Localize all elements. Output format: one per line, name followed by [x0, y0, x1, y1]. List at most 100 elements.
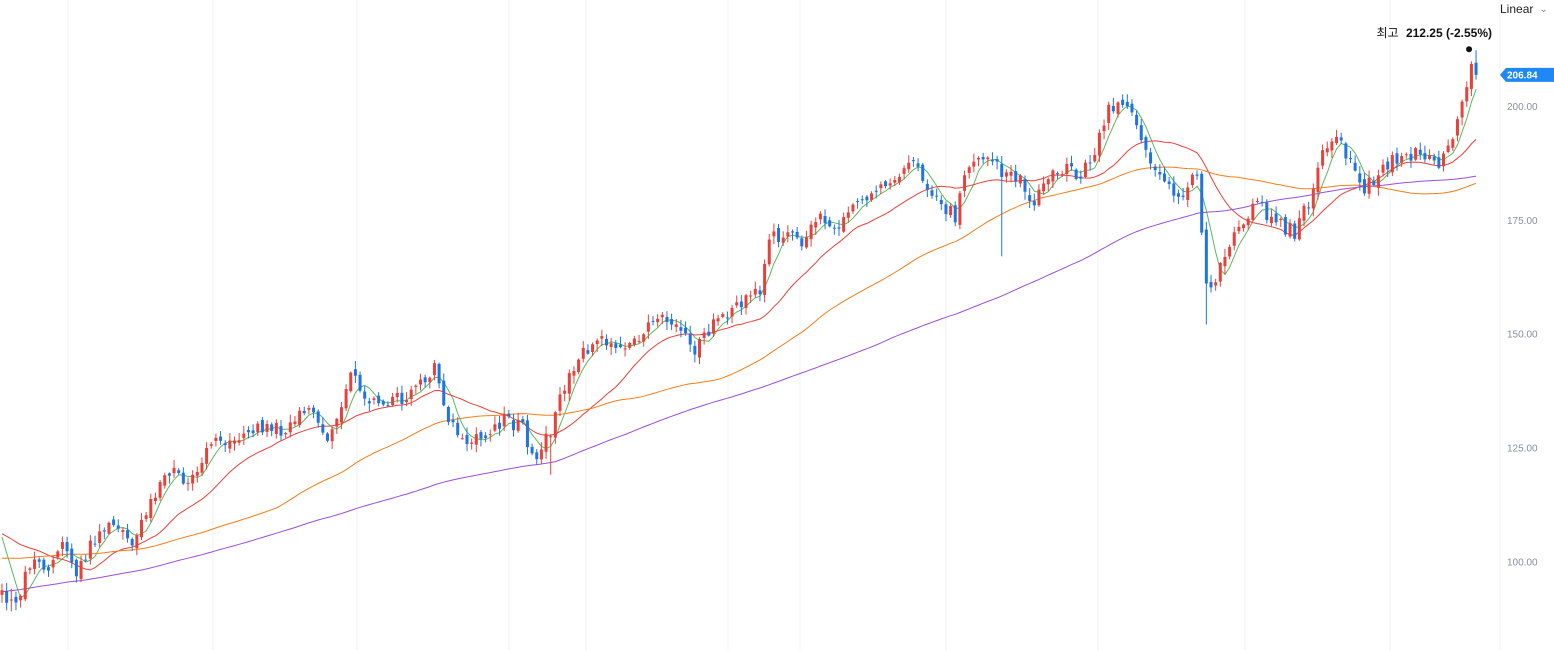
- candle[interactable]: [498, 416, 502, 436]
- candle[interactable]: [135, 533, 139, 556]
- candle[interactable]: [79, 555, 83, 583]
- candle[interactable]: [274, 419, 278, 439]
- candle[interactable]: [1335, 129, 1339, 145]
- candle[interactable]: [563, 384, 567, 402]
- candle[interactable]: [65, 536, 69, 558]
- candle[interactable]: [1460, 99, 1464, 126]
- candle[interactable]: [1474, 50, 1478, 80]
- candle[interactable]: [623, 342, 627, 357]
- candle[interactable]: [539, 442, 543, 464]
- candle[interactable]: [1014, 164, 1018, 188]
- candle[interactable]: [684, 321, 688, 336]
- candle[interactable]: [172, 459, 176, 478]
- candle[interactable]: [372, 396, 376, 405]
- candle[interactable]: [1042, 176, 1046, 195]
- candle[interactable]: [865, 195, 869, 207]
- candle[interactable]: [1325, 141, 1329, 157]
- candle[interactable]: [339, 401, 343, 430]
- candle[interactable]: [1056, 171, 1060, 180]
- candle[interactable]: [1353, 155, 1357, 172]
- candle[interactable]: [897, 173, 901, 185]
- candle[interactable]: [419, 373, 422, 391]
- candle[interactable]: [121, 527, 125, 540]
- candle[interactable]: [1423, 145, 1427, 163]
- candle[interactable]: [1269, 209, 1273, 227]
- candle[interactable]: [1158, 164, 1162, 180]
- candle[interactable]: [1181, 187, 1185, 201]
- candle[interactable]: [223, 440, 227, 452]
- candle[interactable]: [307, 405, 311, 415]
- candle[interactable]: [470, 438, 474, 450]
- candle[interactable]: [530, 443, 534, 456]
- candle[interactable]: [1367, 170, 1371, 199]
- candle[interactable]: [986, 156, 990, 167]
- candle[interactable]: [205, 442, 209, 470]
- candle[interactable]: [1218, 261, 1222, 287]
- candle[interactable]: [558, 387, 562, 416]
- candle[interactable]: [1088, 154, 1092, 171]
- candle[interactable]: [442, 373, 446, 407]
- candle[interactable]: [972, 153, 976, 173]
- candle[interactable]: [707, 323, 711, 337]
- candle[interactable]: [391, 392, 395, 407]
- candle[interactable]: [33, 551, 37, 575]
- candle[interactable]: [1288, 219, 1292, 239]
- candle[interactable]: [549, 434, 553, 475]
- candle[interactable]: [702, 327, 706, 345]
- candle[interactable]: [1409, 146, 1413, 168]
- candle[interactable]: [1446, 139, 1450, 154]
- candle[interactable]: [1390, 151, 1394, 177]
- candle[interactable]: [581, 341, 585, 363]
- candle[interactable]: [935, 188, 939, 201]
- candle[interactable]: [423, 374, 427, 388]
- candle[interactable]: [1004, 169, 1008, 183]
- candle[interactable]: [414, 384, 418, 394]
- candle[interactable]: [1432, 153, 1436, 165]
- candle[interactable]: [1028, 188, 1032, 209]
- candle[interactable]: [386, 401, 390, 408]
- candle[interactable]: [1046, 177, 1050, 192]
- candle[interactable]: [288, 414, 292, 438]
- candle[interactable]: [818, 211, 822, 225]
- candle[interactable]: [158, 479, 162, 501]
- candle[interactable]: [316, 409, 320, 428]
- candle[interactable]: [23, 565, 27, 602]
- candle[interactable]: [98, 524, 102, 548]
- candle[interactable]: [828, 216, 832, 228]
- candle[interactable]: [1139, 119, 1143, 144]
- candle[interactable]: [465, 427, 469, 452]
- candle[interactable]: [1051, 168, 1055, 189]
- candle[interactable]: [493, 416, 497, 433]
- candle[interactable]: [786, 225, 790, 243]
- candle[interactable]: [791, 229, 794, 241]
- candle[interactable]: [74, 558, 78, 583]
- candle[interactable]: [144, 511, 148, 522]
- candle[interactable]: [879, 181, 883, 195]
- candle[interactable]: [70, 543, 74, 569]
- candle[interactable]: [1381, 159, 1385, 177]
- candle[interactable]: [721, 312, 725, 319]
- candle[interactable]: [814, 217, 818, 235]
- candle[interactable]: [246, 426, 250, 439]
- candle[interactable]: [772, 223, 776, 245]
- candle[interactable]: [907, 155, 911, 173]
- candle[interactable]: [837, 219, 841, 236]
- candle[interactable]: [228, 433, 232, 454]
- candle[interactable]: [1107, 101, 1111, 130]
- candle[interactable]: [167, 472, 171, 484]
- candle[interactable]: [1386, 157, 1390, 178]
- candle[interactable]: [298, 407, 302, 428]
- candle[interactable]: [42, 557, 46, 574]
- candle[interactable]: [930, 185, 934, 199]
- candle[interactable]: [451, 413, 455, 427]
- candle[interactable]: [893, 175, 897, 186]
- candle[interactable]: [1344, 141, 1348, 166]
- candle[interactable]: [1149, 147, 1153, 170]
- candle[interactable]: [656, 314, 660, 327]
- candle[interactable]: [270, 422, 274, 437]
- candle[interactable]: [846, 206, 850, 223]
- candle[interactable]: [512, 413, 515, 437]
- candle[interactable]: [567, 369, 571, 401]
- candle[interactable]: [795, 226, 799, 240]
